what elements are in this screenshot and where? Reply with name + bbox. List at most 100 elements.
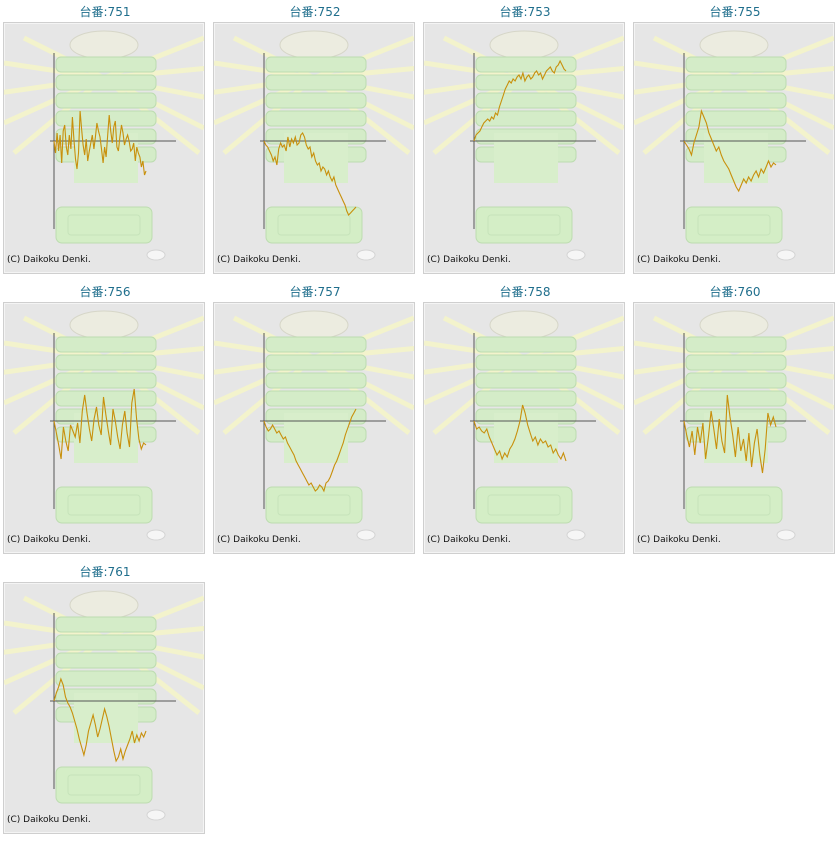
stacked-box [55, 354, 157, 371]
copyright-label: (C) Daikoku Denki. [637, 535, 721, 545]
machine-number-title[interactable]: 台番:756 [79, 285, 131, 299]
graph-cell: 台番:756 (C) Daikoku Denki. [3, 280, 207, 554]
medal-tray [55, 486, 153, 524]
medal-pile [699, 30, 769, 60]
medal-pile [279, 30, 349, 60]
machine-illustration [4, 30, 204, 261]
graph-svg [424, 310, 624, 541]
machine-illustration [214, 310, 414, 541]
medal-pile [489, 30, 559, 60]
graph-cell: 台番:760 (C) Daikoku Denki. [633, 280, 837, 554]
copyright-label: (C) Daikoku Denki. [637, 255, 721, 265]
stacked-box [55, 110, 157, 127]
medal-tray [55, 766, 153, 804]
medal-tray-inner [487, 214, 561, 236]
graph-panel: (C) Daikoku Denki. [213, 302, 415, 554]
stacked-box [55, 336, 157, 353]
medal-pile [69, 30, 139, 60]
graph-svg [4, 590, 204, 821]
medal-tray-inner [277, 494, 351, 516]
graph-cell: 台番:758 (C) Daikoku Denki. [423, 280, 627, 554]
balance-line [683, 394, 777, 474]
copyright-label: (C) Daikoku Denki. [427, 255, 511, 265]
stacked-box [475, 354, 577, 371]
medal-tray-inner [697, 214, 771, 236]
balance-line [683, 108, 777, 193]
balance-line [473, 59, 567, 142]
graph-cell: 台番:757 (C) Daikoku Denki. [213, 280, 417, 554]
balance-line [53, 388, 147, 460]
stacked-box [475, 390, 577, 407]
machine-illustration [634, 30, 834, 261]
medal-tray-inner [487, 494, 561, 516]
machine-number-title[interactable]: 台番:758 [499, 285, 551, 299]
balance-line [263, 408, 357, 493]
machine-number-title[interactable]: 台番:752 [289, 5, 341, 19]
graph-svg [634, 310, 834, 541]
balance-line [473, 404, 567, 462]
stacked-box [265, 372, 367, 389]
machine-illustration [4, 310, 204, 541]
graph-cell: 台番:755 (C) Daikoku Denki. [633, 0, 837, 274]
copyright-label: (C) Daikoku Denki. [7, 815, 91, 825]
machine-illustration [634, 310, 834, 541]
copyright-label: (C) Daikoku Denki. [217, 535, 301, 545]
graph-cell: 台番:761 (C) Daikoku Denki. [3, 560, 207, 834]
stacked-box [55, 616, 157, 633]
stacked-box [685, 354, 787, 371]
stacked-box [265, 92, 367, 109]
machine-number-title[interactable]: 台番:755 [709, 5, 761, 19]
medal-tray [55, 206, 153, 244]
stacked-box [475, 56, 577, 73]
balance-line [263, 132, 357, 216]
medal-pile [699, 310, 769, 340]
balance-line [53, 677, 147, 763]
stacked-box [55, 74, 157, 91]
medal-tray [685, 206, 783, 244]
graph-svg [214, 30, 414, 261]
graph-panel: (C) Daikoku Denki. [423, 302, 625, 554]
medal-tray [475, 486, 573, 524]
stacked-box [685, 336, 787, 353]
graph-svg [424, 30, 624, 261]
stacked-box [55, 670, 157, 687]
stacked-box [265, 336, 367, 353]
medal-pile [489, 310, 559, 340]
stacked-box [265, 74, 367, 91]
copyright-label: (C) Daikoku Denki. [217, 255, 301, 265]
machine-number-title[interactable]: 台番:757 [289, 285, 341, 299]
machine-number-title[interactable]: 台番:760 [709, 285, 761, 299]
machine-number-title[interactable]: 台番:753 [499, 5, 551, 19]
medal-coin [146, 809, 166, 821]
medal-tray-inner [67, 494, 141, 516]
medal-pile [69, 310, 139, 340]
stacked-box [55, 390, 157, 407]
medal-coin [146, 529, 166, 541]
medal-tray-inner [67, 774, 141, 796]
machine-illustration [424, 310, 624, 541]
machine-number-title[interactable]: 台番:761 [79, 565, 131, 579]
graph-svg [214, 310, 414, 541]
stacked-box [685, 74, 787, 91]
stacked-box [685, 390, 787, 407]
machine-number-title[interactable]: 台番:751 [79, 5, 131, 19]
stacked-box [265, 354, 367, 371]
graph-panel: (C) Daikoku Denki. [213, 22, 415, 274]
machine-illustration [424, 30, 624, 261]
medal-pile [279, 310, 349, 340]
medal-tray [475, 206, 573, 244]
graph-svg [634, 30, 834, 261]
graph-panel: (C) Daikoku Denki. [633, 302, 835, 554]
stacked-box [265, 110, 367, 127]
medal-tray [265, 206, 363, 244]
medal-tray [685, 486, 783, 524]
stacked-box [55, 372, 157, 389]
stacked-box [475, 92, 577, 109]
graph-panel: (C) Daikoku Denki. [3, 582, 205, 834]
stacked-box [55, 652, 157, 669]
medal-coin [356, 249, 376, 261]
stacked-box [685, 110, 787, 127]
medal-coin [776, 249, 796, 261]
copyright-label: (C) Daikoku Denki. [7, 535, 91, 545]
stacked-box [475, 74, 577, 91]
